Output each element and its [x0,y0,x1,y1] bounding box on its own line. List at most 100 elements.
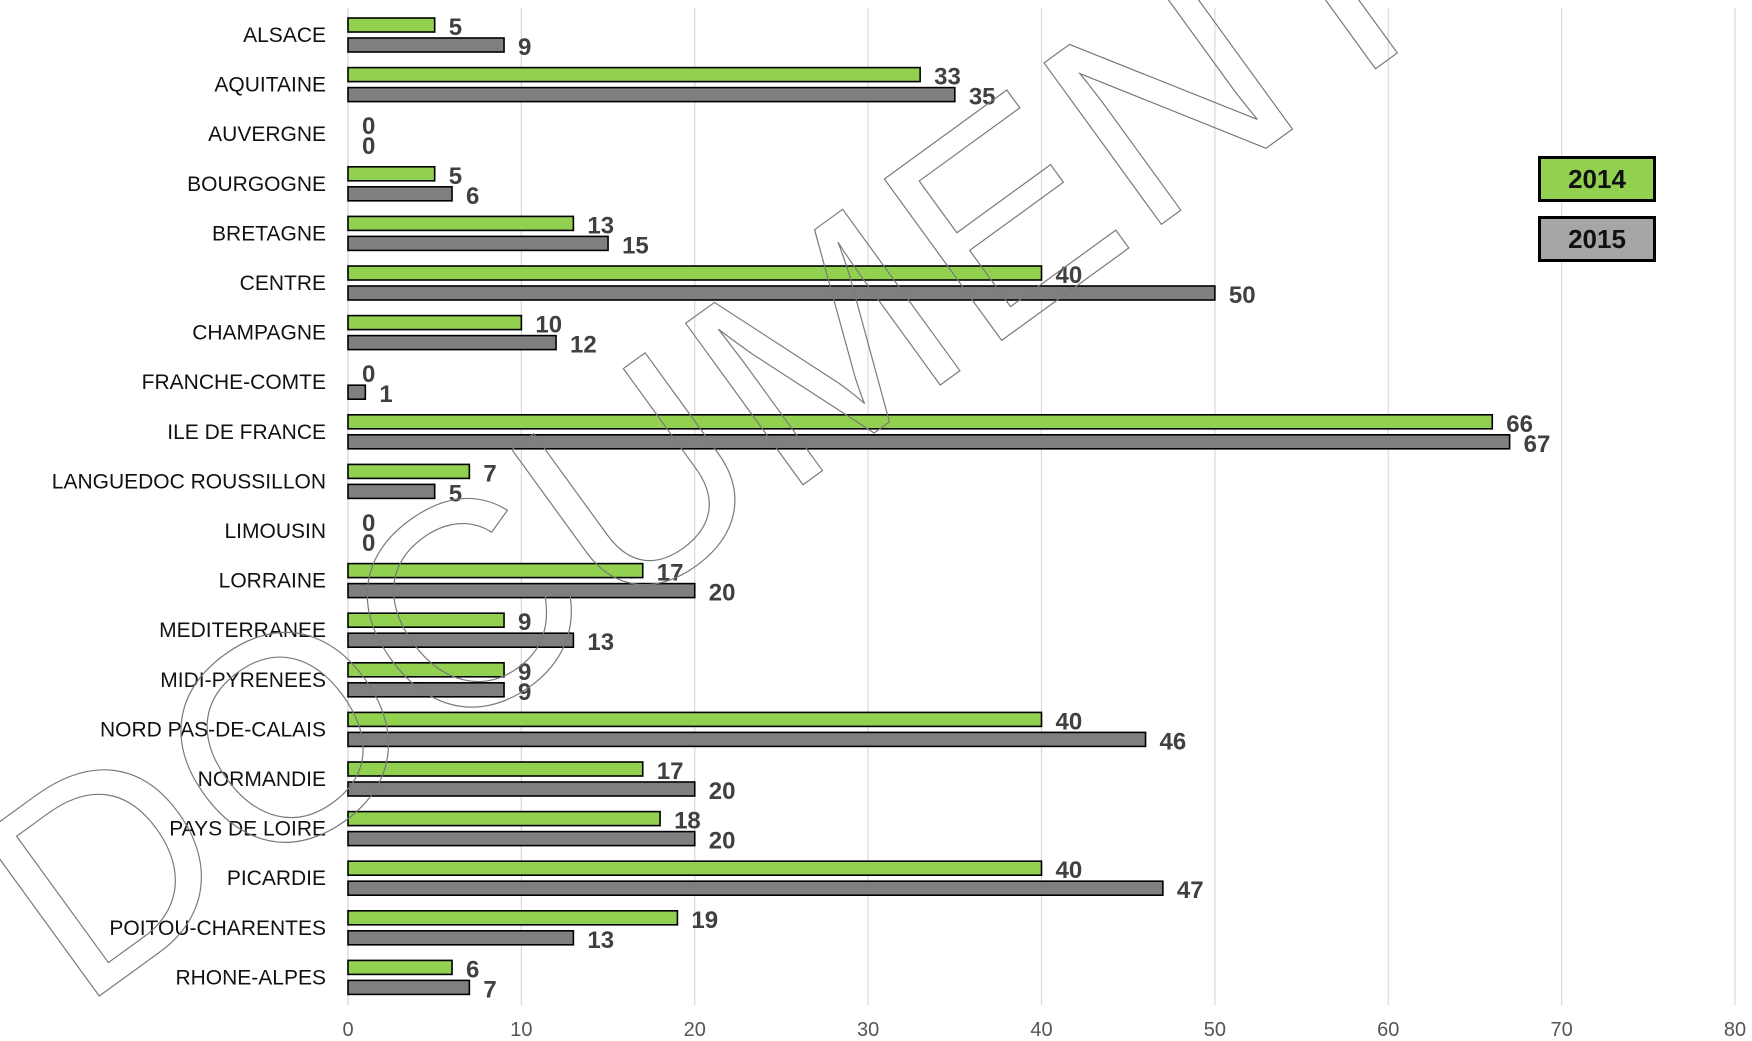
bar-2015 [347,830,696,847]
data-label-2014: 6 [466,956,479,983]
data-label-2014: 0 [362,361,375,388]
bar-2015 [347,86,956,103]
category-label: ALSACE [243,24,326,47]
data-label-2015: 13 [587,629,614,656]
bar-2015 [347,731,1147,748]
bar-2014 [347,166,436,182]
x-tick-label: 0 [342,1019,353,1041]
bar-2014 [347,314,523,331]
x-tick-label: 30 [857,1019,879,1041]
bar-2015 [347,681,505,698]
data-label-2015: 20 [709,778,736,805]
bar-2015 [347,433,1511,450]
data-label-2014: 5 [449,14,462,41]
bar-2014 [347,413,1494,430]
data-label-2015: 15 [622,232,649,259]
legend-item-2014: 2014 [1538,156,1656,202]
data-label-2015: 6 [466,183,479,210]
data-label-2015: 46 [1160,728,1187,755]
bar-2015 [347,483,436,500]
category-label: FRANCHE-COMTE [142,371,326,394]
category-label: AUVERGNE [208,123,326,146]
data-label-2014: 40 [1056,262,1083,289]
x-tick-label: 50 [1204,1019,1226,1041]
data-label-2014: 10 [535,312,562,339]
bar-2015 [347,632,575,649]
data-label-2014: 33 [934,64,961,91]
data-label-2014: 17 [657,758,684,785]
category-label: LIMOUSIN [224,520,326,543]
bar-2014 [347,215,575,232]
category-label: NORD PAS-DE-CALAIS [100,718,326,741]
bar-2014 [347,17,436,33]
bar-2014 [347,711,1043,728]
bars [347,17,1511,996]
category-label: ILE DE FRANCE [167,421,326,444]
data-label-2015: 7 [483,976,496,1003]
bar-2015 [347,285,1216,301]
bar-2015 [347,334,557,351]
category-label: CHAMPAGNE [192,322,326,345]
bar-2015 [347,582,696,599]
data-label-2015: 20 [709,828,736,855]
bar-2015 [347,37,505,53]
bar-2014 [347,562,644,579]
category-label: AQUITAINE [214,74,326,97]
data-label-2014: 0 [362,510,375,537]
data-label-2014: 5 [449,163,462,190]
data-label-2014: 13 [587,212,614,239]
data-label-2015: 47 [1177,877,1204,904]
data-label-2015: 12 [570,332,597,359]
legend-item-2015: 2015 [1538,216,1656,262]
bar-2014 [347,909,679,926]
bar-2015 [347,929,575,946]
data-label-2014: 18 [674,808,701,835]
category-labels: ALSACE AQUITAINE AUVERGNE BOURGOGNE BRETAGNE… [52,24,326,989]
data-label-2015: 5 [449,480,462,507]
bar-2015 [347,384,367,401]
bar-2014 [347,959,453,976]
category-label: LANGUEDOC ROUSSILLON [52,470,326,493]
data-label-2015: 9 [518,679,531,706]
category-label: BOURGOGNE [187,173,326,196]
data-label-2015: 13 [587,927,614,954]
x-tick-label: 80 [1724,1019,1746,1041]
data-label-2014: 40 [1056,708,1083,735]
x-tick-label: 40 [1030,1019,1052,1041]
bar-2014 [347,265,1043,281]
bar-2015 [347,979,471,996]
x-axis-ticks: 0 10 20 30 40 50 60 70 80 [342,1019,1746,1041]
category-label: PICARDIE [227,867,326,890]
bar-2014 [347,66,921,83]
bar-2014 [347,661,505,678]
data-label-2014: 0 [362,113,375,140]
bar-2014 [347,761,644,777]
bar-2014 [347,860,1043,877]
data-label-2014: 17 [657,560,684,587]
data-label-2015: 35 [969,84,996,111]
data-label-2015: 0 [362,133,375,160]
data-label-2015: 0 [362,530,375,557]
data-label-2015: 50 [1229,282,1256,309]
x-tick-label: 60 [1377,1019,1399,1041]
bar-2014 [347,463,471,480]
category-label: MEDITERRANEE [159,619,326,642]
category-label: POITOU-CHARENTES [109,917,326,940]
category-label: LORRAINE [219,570,326,593]
bar-2014 [347,612,505,629]
data-label-2014: 19 [691,907,718,934]
x-tick-label: 70 [1551,1019,1573,1041]
data-label-2014: 9 [518,659,531,686]
category-label: CENTRE [240,272,326,295]
data-label-2015: 9 [518,34,531,61]
bar-2015 [347,186,453,202]
bar-2015 [347,781,696,797]
data-label-2015: 1 [379,381,392,408]
data-labels: 5933350056131540501012016667750017209139… [362,14,1550,1003]
category-label: PAYS DE LOIRE [169,818,326,841]
category-label: NORMANDIE [198,768,326,791]
x-tick-label: 10 [510,1019,532,1041]
data-label-2015: 20 [709,580,736,607]
data-label-2014: 7 [483,460,496,487]
